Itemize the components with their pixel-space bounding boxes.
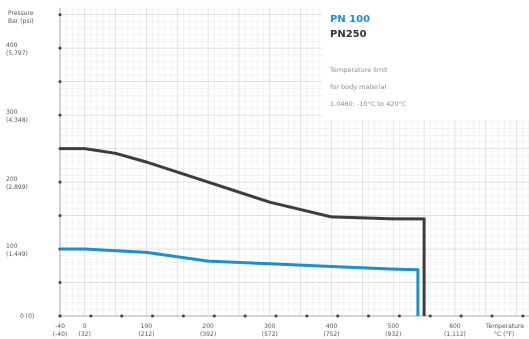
annotation-line-1: Temperature limit xyxy=(330,66,388,74)
x-tick-label: -40 xyxy=(55,323,65,330)
x-tick-label: 600 xyxy=(449,323,461,330)
x-tick-mark xyxy=(274,314,278,318)
series-layer xyxy=(60,147,426,316)
x-tick-mark xyxy=(212,314,216,318)
annotation-line-3: 1.0460: -10°C to 420°C xyxy=(330,100,407,108)
x-tick-label: 400 xyxy=(326,323,338,330)
x-tick-mark xyxy=(151,314,155,318)
legend-item-pn250: PN250 xyxy=(330,29,367,40)
x-tick-mark xyxy=(336,314,340,318)
x-tick-label: 100 xyxy=(141,323,153,330)
x-tick-mark xyxy=(428,314,432,318)
x-tick-mark xyxy=(243,314,247,318)
y-tick-mark xyxy=(58,80,62,84)
y-tick-mark xyxy=(58,180,62,184)
x-tick-mark xyxy=(58,314,62,318)
x-tick-label: 500 xyxy=(388,323,400,330)
annotation-line-2: for body material xyxy=(330,83,387,91)
y-tick-label: 300 xyxy=(6,109,18,116)
x-tick-label: 0 xyxy=(83,323,87,330)
x-axis-title-line2: °C (°F) xyxy=(494,331,514,338)
x-tick-mark xyxy=(397,314,401,318)
y-tick-label: 0 (0) xyxy=(20,313,34,320)
tick-labels: 0 (0)100(1,449)200(2,899)300(4,348)400(5… xyxy=(6,42,466,338)
series-line-pn100 xyxy=(60,247,420,316)
x-tick-mark xyxy=(521,314,525,318)
y-tick-mark xyxy=(58,281,62,285)
y-tick-label: 100 xyxy=(6,243,18,250)
y-axis-title-line2: Bar (psi) xyxy=(8,18,33,25)
y-tick-label-sub: (5,797) xyxy=(6,50,28,57)
x-tick-mark xyxy=(181,314,185,318)
y-tick-mark xyxy=(58,113,62,117)
x-tick-label-sub: (392) xyxy=(200,331,216,338)
x-tick-label-sub: (32) xyxy=(79,331,91,338)
x-tick-mark xyxy=(305,314,309,318)
y-tick-label: 200 xyxy=(6,176,18,183)
y-tick-mark xyxy=(58,46,62,50)
x-tick-label: 300 xyxy=(264,323,276,330)
y-tick-label-sub: (1,449) xyxy=(6,251,28,258)
x-tick-label-sub: (752) xyxy=(323,331,339,338)
x-tick-mark xyxy=(89,314,93,318)
series-line-pn250 xyxy=(60,147,426,316)
x-tick-mark xyxy=(490,314,494,318)
legend-panel xyxy=(322,2,529,120)
x-tick-label-sub: (212) xyxy=(138,331,154,338)
x-tick-label-sub: (1,112) xyxy=(444,331,466,338)
x-tick-mark xyxy=(459,314,463,318)
x-tick-label-sub: (-40) xyxy=(53,331,67,338)
y-tick-label-sub: (4,348) xyxy=(6,117,28,124)
x-tick-label: 200 xyxy=(202,323,214,330)
x-tick-mark xyxy=(367,314,371,318)
y-axis-title-line1: Pressure xyxy=(8,10,34,17)
x-axis-title-line1: Temperature xyxy=(485,323,524,330)
x-tick-mark xyxy=(120,314,124,318)
y-tick-label: 400 xyxy=(6,42,18,49)
y-tick-mark xyxy=(58,214,62,218)
legend-item-pn100: PN 100 xyxy=(330,14,371,25)
x-tick-label-sub: (932) xyxy=(385,331,401,338)
y-axis-title: Pressure Bar (psi) xyxy=(8,10,34,25)
y-tick-label-sub: (2,899) xyxy=(6,184,28,191)
x-tick-label-sub: (572) xyxy=(262,331,278,338)
axes xyxy=(58,8,529,318)
x-axis-title: Temperature °C (°F) xyxy=(485,323,524,338)
y-tick-mark xyxy=(58,13,62,17)
